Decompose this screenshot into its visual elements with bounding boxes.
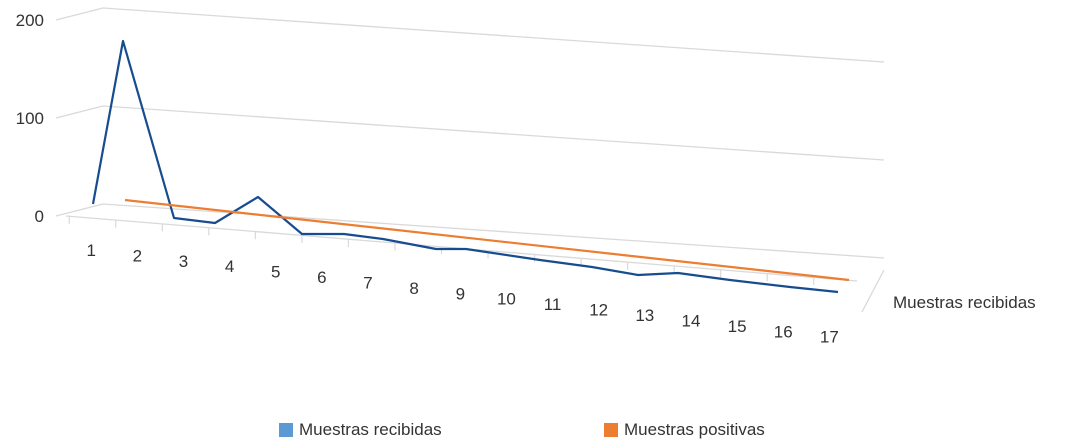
gridline [102,7,885,63]
x-tick-label: 13 [635,306,654,325]
x-tick-label: 4 [225,257,234,276]
x-tick-label: 2 [133,246,142,265]
gridline [102,203,885,259]
y-axis: 0 100 200 [16,11,44,226]
depth-edge [861,269,885,313]
legend-item-muestras-positivas: Muestras positivas [604,420,765,440]
x-axis: 1 2 3 4 5 6 7 8 9 10 11 12 13 14 15 16 17 [65,215,858,347]
series-line-muestras-positivas [124,198,850,282]
legend-label: Muestras positivas [624,420,765,439]
y-tick-label: 0 [35,207,44,226]
x-tick-label: 11 [544,295,562,314]
x-tick-label: 8 [409,279,418,298]
legend: Muestras recibidas Muestras positivas [0,420,1077,444]
legend-swatch [279,423,293,437]
y-tick-label: 200 [16,11,44,30]
x-tick-label: 1 [87,241,96,260]
x-tick-label: 10 [497,290,516,309]
x-tick-label: 6 [317,268,326,287]
series-line-muestras-recibidas [91,39,839,294]
x-tick-label: 7 [363,273,372,292]
legend-label: Muestras recibidas [299,420,442,439]
y-tick-label: 100 [16,109,44,128]
gridline-left [55,105,104,119]
x-tick-label: 5 [271,263,280,282]
x-tick-label: 16 [774,322,793,341]
gridline-left [55,203,104,217]
gridline [102,105,885,161]
x-tick-label: 17 [820,328,839,347]
legend-item-muestras-recibidas: Muestras recibidas [279,420,442,440]
x-tick-label: 15 [728,317,747,336]
gridline-left [55,7,104,21]
series-axis-label: Muestras recibidas [893,293,1036,312]
legend-swatch [604,423,618,437]
x-tick-label: 14 [681,311,700,330]
x-tick-label: 3 [179,252,188,271]
x-tick-label: 9 [456,284,465,303]
x-tick-label: 12 [589,301,608,320]
series [91,39,850,294]
